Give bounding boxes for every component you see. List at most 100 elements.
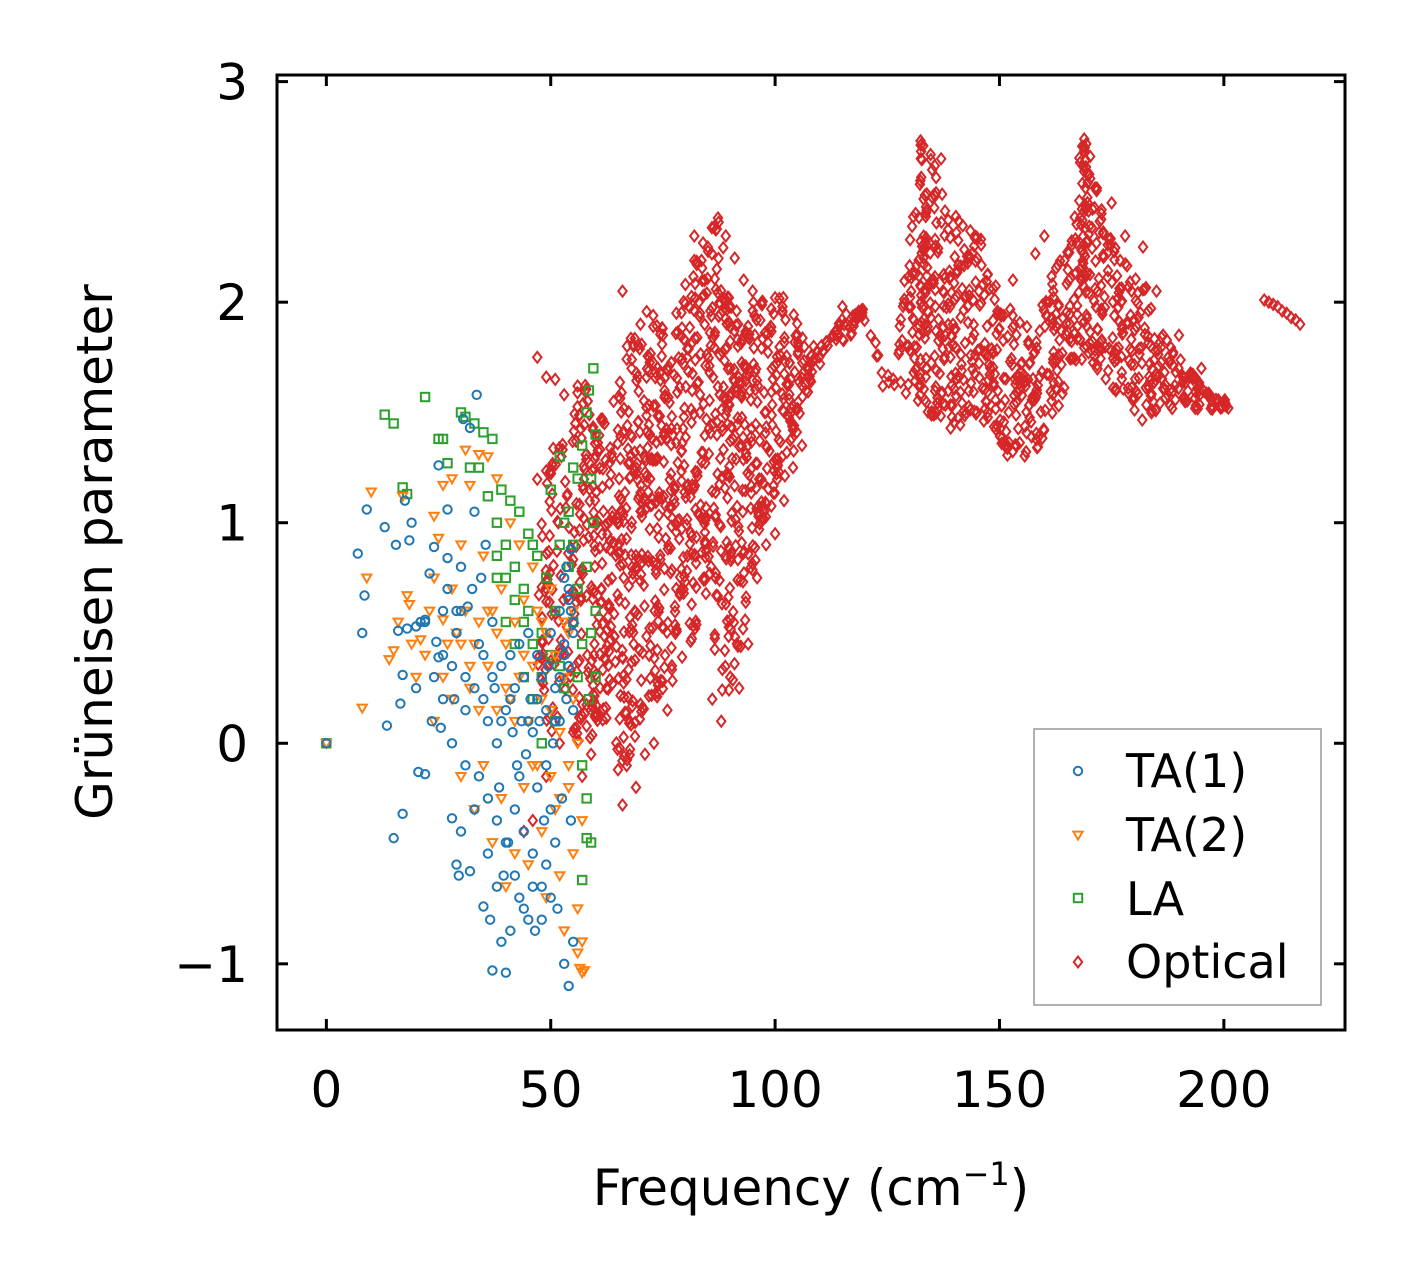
- data-point: [681, 512, 693, 527]
- data-point: [475, 572, 487, 584]
- data-point: [641, 475, 653, 490]
- data-point: [1201, 386, 1212, 401]
- data-point: [571, 904, 585, 916]
- data-point: [604, 455, 616, 470]
- data-point: [690, 530, 702, 545]
- data-point: [703, 350, 715, 366]
- data-point: [1053, 347, 1065, 362]
- data-point: [565, 662, 577, 678]
- data-point: [454, 772, 468, 783]
- data-point: [1035, 404, 1047, 420]
- data-point: [451, 605, 462, 617]
- data-point: [918, 382, 930, 397]
- data-point: [1032, 439, 1044, 455]
- data-point: [894, 337, 905, 352]
- data-point: [397, 669, 408, 681]
- data-point: [505, 693, 516, 705]
- data-point: [654, 552, 666, 567]
- data-point: [1041, 295, 1053, 311]
- data-point: [355, 703, 369, 715]
- data-point: [702, 239, 714, 255]
- data-point: [436, 615, 450, 627]
- data-point: [437, 693, 449, 705]
- data-point: [777, 402, 789, 418]
- data-point: [654, 548, 666, 563]
- data-point: [1003, 405, 1015, 420]
- data-point: [679, 277, 691, 292]
- data-point: [704, 393, 716, 408]
- data-point: [662, 615, 674, 630]
- data-point: [540, 769, 552, 784]
- data-point: [709, 271, 721, 287]
- data-point: [1041, 367, 1053, 382]
- data-point: [500, 704, 512, 716]
- data-point: [649, 687, 661, 702]
- data-point: [1068, 292, 1080, 307]
- data-point: [543, 660, 554, 672]
- x-axis-title: Frequency (cm−1): [593, 1155, 1030, 1217]
- data-point: [626, 654, 638, 670]
- data-point: [1000, 371, 1012, 386]
- data-point: [563, 980, 574, 992]
- data-point: [553, 727, 567, 739]
- data-point: [567, 434, 579, 449]
- data-point: [958, 242, 970, 257]
- data-point: [709, 631, 721, 646]
- data-point: [1161, 332, 1173, 348]
- data-point: [621, 758, 633, 773]
- data-point: [576, 874, 588, 886]
- data-point: [458, 413, 469, 425]
- data-point: [1102, 270, 1114, 285]
- data-point: [689, 352, 701, 368]
- data-point: [783, 410, 795, 425]
- data-point: [908, 365, 920, 380]
- data-point: [489, 682, 500, 694]
- data-point: [603, 598, 615, 613]
- data-point: [628, 636, 640, 652]
- data-point: [1166, 401, 1178, 416]
- data-point: [725, 549, 737, 565]
- data-point: [594, 442, 606, 457]
- data-point: [963, 283, 975, 298]
- data-point: [751, 312, 763, 327]
- data-point: [665, 437, 677, 452]
- data-point: [906, 266, 918, 281]
- data-point: [606, 504, 618, 520]
- data-point: [590, 485, 602, 500]
- data-point: [682, 364, 694, 379]
- data-point: [527, 727, 538, 738]
- data-point: [523, 914, 534, 925]
- data-point: [730, 452, 742, 467]
- data-point: [481, 661, 495, 673]
- data-point: [467, 583, 478, 595]
- data-point: [1043, 367, 1055, 382]
- data-point: [629, 560, 641, 576]
- data-point: [460, 671, 471, 683]
- data-point: [681, 479, 693, 494]
- data-point: [669, 617, 681, 633]
- data-point: [736, 410, 748, 425]
- data-point: [544, 528, 556, 543]
- data-point: [615, 405, 627, 420]
- data-point: [1111, 352, 1123, 367]
- data-point: [700, 586, 712, 601]
- data-point: [1016, 355, 1028, 371]
- data-point: [1061, 324, 1073, 339]
- data-point: [745, 392, 757, 408]
- data-point: [917, 250, 929, 265]
- data-point: [932, 390, 943, 405]
- data-point: [922, 305, 934, 320]
- data-point: [716, 470, 728, 485]
- data-point: [789, 364, 801, 380]
- data-point: [925, 355, 937, 371]
- data-point: [1057, 386, 1068, 401]
- data-point: [756, 511, 768, 526]
- data-point: [482, 491, 494, 502]
- data-point: [409, 672, 423, 684]
- data-point: [973, 356, 985, 371]
- data-point: [724, 433, 736, 448]
- data-point: [650, 566, 662, 581]
- data-point: [1137, 282, 1149, 297]
- data-point: [1057, 310, 1069, 326]
